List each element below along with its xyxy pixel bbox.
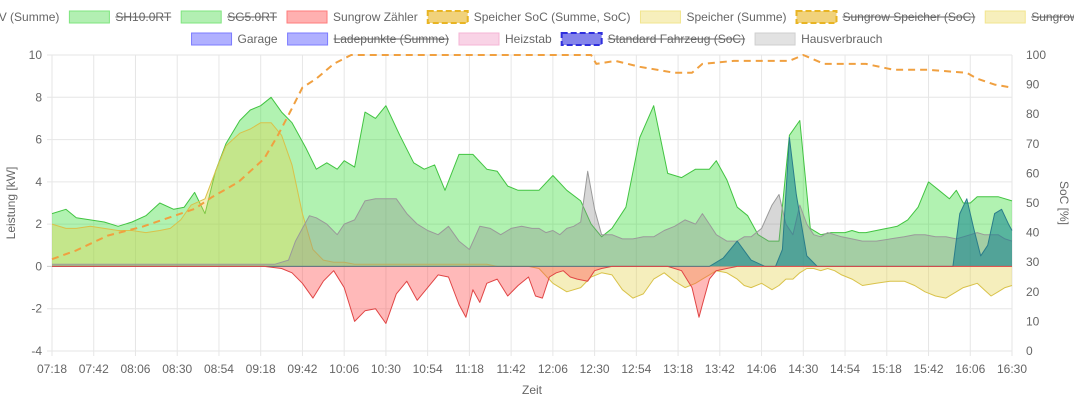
legend-swatch xyxy=(180,10,222,24)
y-right-tick-label: 90 xyxy=(1026,78,1040,92)
legend-label: Hausverbrauch xyxy=(801,32,882,46)
series-area-hausverbrauch xyxy=(52,171,1012,267)
legend-swatch xyxy=(426,10,469,24)
series-line-hausverbrauch xyxy=(52,170,1013,265)
series-line-sungrow-z-hler xyxy=(52,265,1012,324)
legend-swatch xyxy=(795,10,838,24)
series-line-speicher-summe xyxy=(51,122,1013,299)
x-tick-label: 08:54 xyxy=(204,362,234,376)
x-tick-label: 07:18 xyxy=(37,362,67,376)
x-tick-label: 11:42 xyxy=(497,362,526,376)
legend-swatch xyxy=(754,32,796,46)
legend-label: Garage xyxy=(238,32,278,46)
legend-item-sungrow-speicher[interactable]: Sungrow Speicher xyxy=(984,10,1074,24)
legend-swatch xyxy=(458,32,500,46)
y-left-tick-label: 4 xyxy=(35,175,42,189)
x-tick-label: 13:42 xyxy=(705,362,735,376)
legend-item-speicher-soc-summe-soc[interactable]: Speicher SoC (Summe, SoC) xyxy=(426,10,631,24)
x-tick-label: 15:18 xyxy=(872,362,902,376)
y-right-tick-label: 10 xyxy=(1026,314,1040,328)
legend-item-sungrow-speicher-soc[interactable]: Sungrow Speicher (SoC) xyxy=(795,10,976,24)
x-tick-label: 16:30 xyxy=(997,362,1027,376)
y-right-tick-label: 70 xyxy=(1026,137,1040,151)
x-tick-label: 16:06 xyxy=(955,362,985,376)
x-tick-label: 07:42 xyxy=(79,362,109,376)
legend-item-sungrow-z-hler[interactable]: Sungrow Zähler xyxy=(286,10,418,24)
legend-label: Heizstab xyxy=(505,32,552,46)
y-left-tick-label: 0 xyxy=(35,259,42,273)
legend-item-speicher-summe[interactable]: Speicher (Summe) xyxy=(639,10,787,24)
legend-label: Speicher SoC (Summe, SoC) xyxy=(474,10,631,24)
y-right-tick-label: 20 xyxy=(1026,285,1040,299)
legend-swatch xyxy=(68,10,110,24)
x-tick-label: 15:42 xyxy=(914,362,944,376)
y-axis-right-title: SoC [%] xyxy=(1057,181,1071,225)
y-left-tick-label: 10 xyxy=(29,48,43,62)
legend-swatch xyxy=(560,32,603,46)
axes: 07:18 07:42 08:06 08:30 08:54 09:18 09:42 10:06… xyxy=(29,48,1047,376)
legend-item-pv-summe[interactable]: PV (Summe) xyxy=(0,10,59,24)
legend-swatch xyxy=(984,10,1026,24)
series-area-sungrow-z-hler xyxy=(52,266,1012,324)
x-tick-label: 09:18 xyxy=(246,362,276,376)
legend-swatch xyxy=(639,10,681,24)
legend-item-sh10-0rt[interactable]: SH10.0RT xyxy=(68,10,172,24)
series-layer xyxy=(51,54,1013,324)
x-tick-label: 08:30 xyxy=(162,362,192,376)
y-right-tick-label: 0 xyxy=(1026,344,1033,358)
y-axis-left-title: Leistung [kW] xyxy=(4,167,18,240)
series-area-pv-summe xyxy=(52,97,1012,267)
series-line-pv-summe xyxy=(51,96,1013,242)
y-left-tick-label: -4 xyxy=(31,344,42,358)
y-left-tick-label: 6 xyxy=(35,133,42,147)
legend-item-hausverbrauch[interactable]: Hausverbrauch xyxy=(754,32,882,46)
y-left-tick-label: 2 xyxy=(35,217,42,231)
x-tick-label: 10:06 xyxy=(329,362,359,376)
x-tick-label: 13:18 xyxy=(663,362,693,376)
x-tick-label: 12:54 xyxy=(621,362,651,376)
x-tick-label: 12:30 xyxy=(580,362,610,376)
x-tick-label: 11:18 xyxy=(455,362,484,376)
y-right-tick-label: 50 xyxy=(1026,196,1040,210)
x-tick-label: 08:06 xyxy=(120,362,150,376)
x-tick-label: 14:06 xyxy=(747,362,777,376)
x-tick-label: 14:30 xyxy=(788,362,818,376)
legend-item-heizstab[interactable]: Heizstab xyxy=(458,32,552,46)
y-right-tick-label: 80 xyxy=(1026,107,1040,121)
legend-item-standard-fahrzeug-soc[interactable]: Standard Fahrzeug (SoC) xyxy=(560,32,746,46)
legend-item-ladepunkte-summe[interactable]: Ladepunkte (Summe) xyxy=(287,32,449,46)
x-tick-label: 10:54 xyxy=(413,362,443,376)
y-right-tick-label: 40 xyxy=(1026,226,1040,240)
x-axis-title: Zeit xyxy=(522,383,543,397)
legend-swatch xyxy=(287,32,329,46)
x-tick-label: 09:42 xyxy=(287,362,317,376)
y-left-tick-label: 8 xyxy=(35,90,42,104)
x-tick-label: 14:54 xyxy=(830,362,860,376)
legend-label: Sungrow Zähler xyxy=(333,10,418,24)
y-right-tick-label: 60 xyxy=(1026,166,1040,180)
legend-swatch xyxy=(191,32,233,46)
y-left-tick-label: -2 xyxy=(31,302,42,316)
legend: PV (Summe) SH10.0RT SG5.0RT Sungrow Zähler S… xyxy=(0,10,1074,46)
legend-item-sg5-0rt[interactable]: SG5.0RT xyxy=(180,10,278,24)
x-tick-label: 12:06 xyxy=(538,362,568,376)
x-tick-label: 10:30 xyxy=(371,362,401,376)
legend-label: PV (Summe) xyxy=(0,10,59,24)
legend-label: Speicher (Summe) xyxy=(686,10,786,24)
y-right-tick-label: 100 xyxy=(1026,48,1046,62)
series-line-speicher-soc-summe-soc xyxy=(51,54,1013,261)
legend-swatch xyxy=(286,10,328,24)
legend-item-garage[interactable]: Garage xyxy=(191,32,278,46)
y-right-tick-label: 30 xyxy=(1026,255,1040,269)
